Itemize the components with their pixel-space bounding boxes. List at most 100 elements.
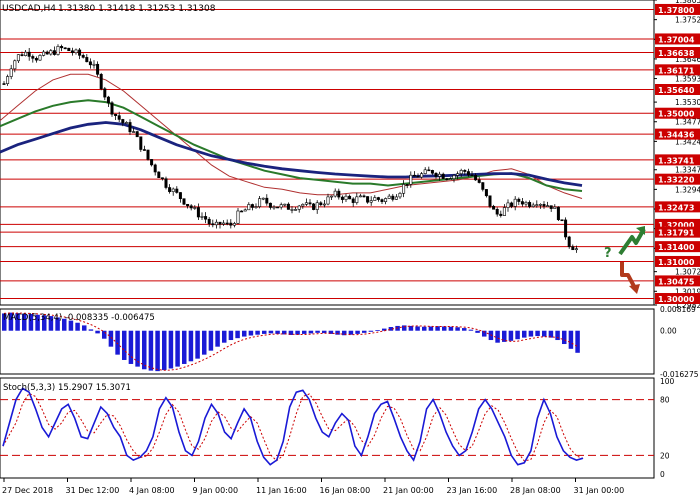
candle-body — [232, 223, 236, 226]
macd-bar — [135, 330, 140, 367]
macd-bar — [68, 320, 74, 331]
level-badge — [655, 107, 700, 119]
price-tick-label: 1.32945 — [675, 185, 700, 194]
macd-bar — [575, 330, 580, 353]
macd-bar — [182, 330, 187, 364]
macd-tick-label: 0.008169 — [660, 305, 696, 314]
candle-body — [175, 188, 179, 193]
candle-body — [430, 170, 434, 174]
macd-bar — [262, 330, 267, 334]
candle-body — [6, 76, 10, 84]
candle-body — [574, 248, 578, 251]
level-badge — [655, 241, 700, 253]
level-label: 1.33741 — [658, 156, 695, 165]
x-tick-label: 21 Jan 00:00 — [383, 486, 434, 495]
macd-bar — [2, 313, 7, 331]
candle-body — [553, 206, 557, 209]
macd-bar — [282, 330, 287, 335]
candle-body — [258, 198, 262, 207]
x-tick-label: 28 Jan 08:00 — [510, 486, 561, 495]
candle-body — [571, 246, 575, 251]
macd-bar — [62, 318, 67, 331]
candle-body — [499, 213, 503, 216]
x-tick-label: 16 Jan 08:00 — [320, 486, 371, 495]
stoch-tick-label: 20 — [660, 451, 670, 460]
macd-bar — [188, 330, 194, 362]
macd-bar — [142, 330, 147, 370]
candle-body — [106, 96, 110, 104]
level-badge — [655, 47, 700, 59]
macd-bar — [448, 326, 454, 331]
candle-body — [243, 209, 247, 212]
candle-body — [304, 202, 308, 205]
macd-bar — [122, 330, 127, 360]
level-label: 1.35000 — [658, 110, 695, 119]
macd-bar — [342, 330, 347, 336]
candle-body — [60, 46, 64, 49]
macd-bar — [215, 330, 220, 347]
macd-bar — [382, 328, 387, 331]
candle-body — [373, 197, 377, 201]
candle-body — [250, 204, 254, 208]
candle-body — [204, 216, 208, 220]
candle-body — [448, 178, 452, 180]
candle-body — [452, 175, 456, 179]
price-tick-label: 1.30195 — [675, 287, 700, 296]
candle-body — [369, 200, 373, 203]
macd-bar — [95, 330, 100, 334]
macd-bar — [128, 330, 134, 364]
macd-bar — [435, 326, 440, 331]
macd-bar — [155, 330, 160, 372]
level-label: 1.32000 — [658, 221, 695, 230]
macd-bar — [228, 330, 234, 341]
x-tick-label: 31 Dec 12:00 — [66, 486, 120, 495]
candle-body — [171, 188, 175, 192]
price-tick-label: 1.37525 — [675, 16, 700, 25]
candle-body — [445, 178, 449, 180]
macd-bar — [515, 330, 520, 340]
candle-body — [56, 46, 60, 55]
question-mark: ? — [604, 246, 612, 261]
level-label: 1.36171 — [658, 66, 695, 75]
candle-body — [178, 192, 182, 200]
candle-body — [157, 171, 161, 179]
candle-body — [265, 197, 269, 204]
candle-body — [81, 55, 85, 58]
candle-body — [488, 195, 492, 207]
candle-body — [423, 169, 427, 174]
candle-body — [283, 203, 287, 206]
candle-body — [27, 51, 31, 57]
macd-bar — [162, 330, 167, 371]
candle-body — [394, 196, 398, 200]
candle-body — [222, 222, 226, 225]
candle-body — [34, 58, 38, 61]
candle-body — [85, 57, 89, 63]
macd-bar — [235, 330, 240, 339]
level-label: 1.32473 — [658, 203, 694, 212]
candle-body — [74, 49, 78, 54]
macd-bar — [302, 330, 307, 334]
candle-body — [409, 174, 413, 185]
macd-bar — [482, 330, 487, 337]
candle-body — [481, 182, 485, 190]
price-tick-label: 1.34240 — [675, 137, 700, 146]
price-tick-label: 1.35935 — [675, 75, 700, 84]
macd-tick-label: 0.00 — [660, 327, 677, 336]
candle-body — [207, 218, 211, 225]
candle-body — [290, 209, 294, 211]
macd-bar — [542, 330, 547, 337]
price-tick-label: 1.38055 — [675, 0, 700, 5]
macd-bar — [175, 330, 180, 367]
macd-bar — [568, 330, 574, 349]
candle-body — [225, 222, 229, 225]
stoch-main-line — [2, 387, 584, 466]
stoch-panel-frame — [0, 377, 655, 479]
candle-body — [20, 54, 24, 56]
macd-bar — [288, 330, 294, 335]
candle-body — [560, 219, 564, 222]
candle-body — [438, 173, 442, 177]
macd-bar — [462, 328, 467, 331]
macd-bar — [428, 326, 434, 331]
stoch-tick-label: 0 — [660, 470, 665, 479]
candle-body — [542, 204, 546, 207]
